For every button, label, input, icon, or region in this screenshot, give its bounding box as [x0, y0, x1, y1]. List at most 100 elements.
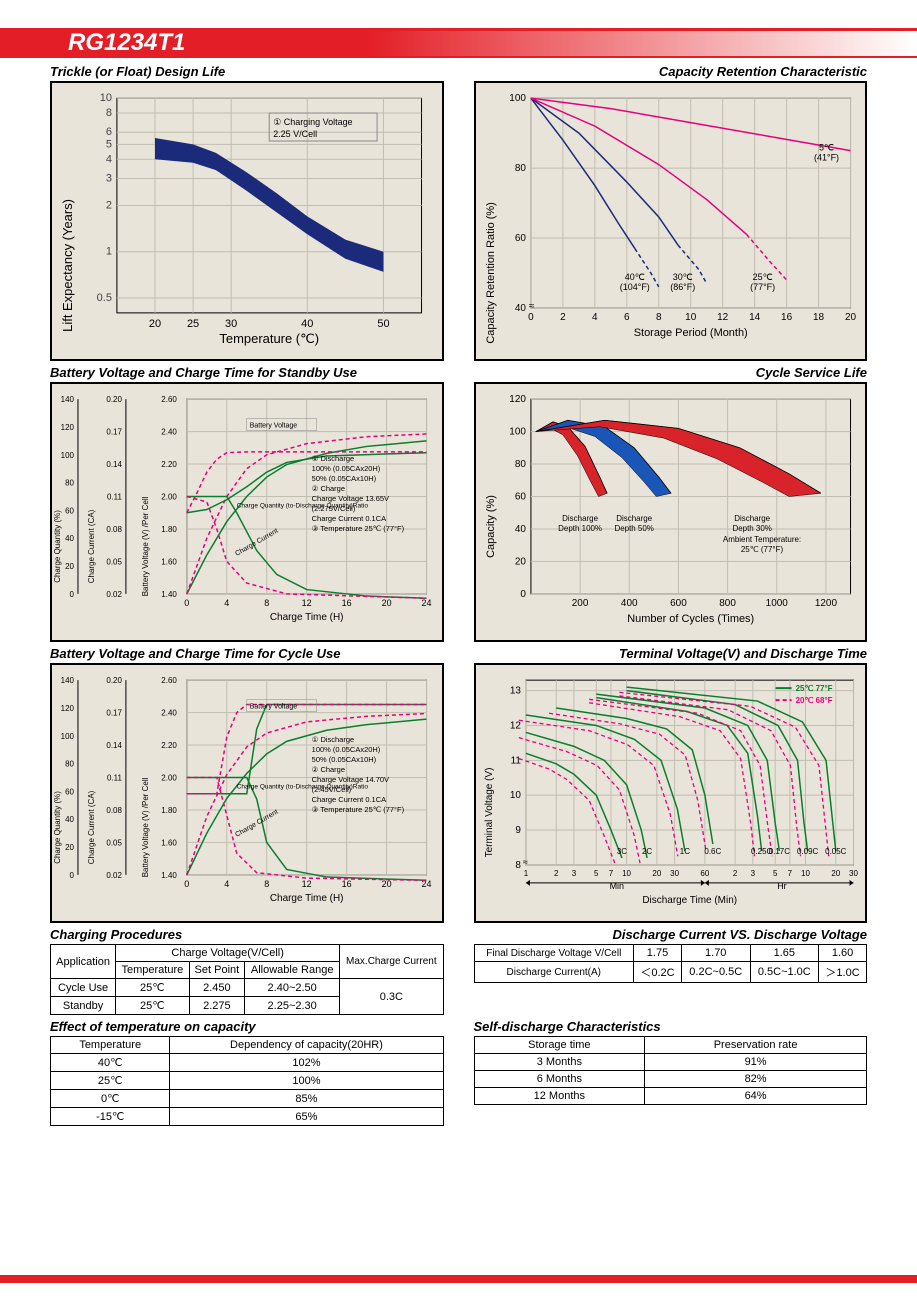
svg-text:30: 30 [670, 869, 679, 878]
svg-text:② Charge: ② Charge [312, 484, 345, 493]
svg-text:0.5: 0.5 [97, 292, 112, 304]
table-row: Final Discharge Voltage V/Cell 1.75 1.70… [474, 945, 867, 962]
svg-text:Temperature (℃): Temperature (℃) [219, 331, 319, 346]
svg-text:0.14: 0.14 [106, 460, 122, 469]
svg-text:200: 200 [571, 598, 588, 609]
table-row: 3 Months91% [474, 1054, 867, 1071]
svg-text:0: 0 [70, 871, 75, 880]
svg-text:(77°F): (77°F) [750, 282, 775, 292]
title-discharge-vs: Discharge Current VS. Discharge Voltage [474, 927, 868, 942]
svg-text:5: 5 [594, 869, 599, 878]
svg-text:Battery Voltage: Battery Voltage [250, 704, 297, 711]
th-charge-voltage: Charge Voltage(V/Cell) [116, 945, 340, 962]
header-bar: RG1234T1 [0, 28, 917, 58]
svg-text:100% (0.05CAx20H): 100% (0.05CAx20H) [312, 745, 381, 754]
svg-text:0.17: 0.17 [106, 428, 122, 437]
svg-text:800: 800 [719, 598, 736, 609]
chart-capacity-retention: 0246810121416182040608010040℃(104°F)30℃(… [474, 81, 868, 361]
svg-text:400: 400 [620, 598, 637, 609]
title-standby: Battery Voltage and Charge Time for Stan… [50, 365, 444, 380]
svg-text:100% (0.05CAx20H): 100% (0.05CAx20H) [312, 464, 381, 473]
svg-text:80: 80 [514, 459, 526, 470]
svg-text:Discharge: Discharge [562, 514, 598, 523]
svg-text:3: 3 [571, 869, 576, 878]
svg-text:8: 8 [515, 860, 521, 871]
svg-text:1.80: 1.80 [161, 525, 177, 534]
svg-text:40: 40 [301, 318, 313, 330]
svg-text:0: 0 [520, 589, 526, 600]
section-capacity-retention: Capacity Retention Characteristic 024681… [474, 64, 868, 361]
svg-text:30: 30 [225, 318, 237, 330]
svg-text:0.05C: 0.05C [825, 847, 847, 856]
th-temperature: Temperature [51, 1037, 170, 1054]
svg-text:1.60: 1.60 [161, 557, 177, 566]
svg-text:60: 60 [700, 869, 709, 878]
svg-text:4: 4 [224, 598, 229, 608]
table-row: Discharge Current(A) ＜0.2C 0.2C~0.5C 0.5… [474, 962, 867, 983]
svg-text:50% (0.05CAx10H): 50% (0.05CAx10H) [312, 755, 377, 764]
svg-text:Depth 100%: Depth 100% [558, 524, 602, 533]
svg-text:25℃ (77°F): 25℃ (77°F) [740, 545, 783, 554]
svg-text:140: 140 [61, 395, 75, 404]
svg-text:2.20: 2.20 [161, 741, 177, 750]
svg-text:60: 60 [514, 233, 526, 244]
svg-text:0.11: 0.11 [107, 493, 122, 502]
svg-text:0.05: 0.05 [106, 838, 122, 847]
title-cycle-life: Cycle Service Life [474, 365, 868, 380]
svg-text:12: 12 [717, 312, 729, 323]
svg-text:5: 5 [772, 869, 777, 878]
svg-text:3: 3 [750, 869, 755, 878]
svg-text:100: 100 [509, 93, 526, 104]
svg-text:Storage Period (Month): Storage Period (Month) [633, 327, 747, 339]
table-row: 12 Months64% [474, 1088, 867, 1105]
svg-text:25: 25 [187, 318, 199, 330]
svg-text:(41°F): (41°F) [814, 153, 839, 163]
th-discharge-current: Discharge Current(A) [474, 962, 634, 983]
svg-text:2.60: 2.60 [161, 395, 177, 404]
table-row: Cycle Use 25℃ 2.450 2.40~2.50 0.3C [51, 979, 444, 997]
svg-text:1: 1 [106, 246, 112, 258]
svg-text:2.40: 2.40 [161, 428, 177, 437]
svg-text:20: 20 [831, 869, 840, 878]
svg-text:140: 140 [61, 676, 75, 685]
svg-text:Depth 50%: Depth 50% [614, 524, 653, 533]
svg-text:≈: ≈ [522, 857, 527, 867]
svg-text:30: 30 [849, 869, 858, 878]
svg-text:5℃: 5℃ [819, 143, 834, 153]
svg-text:0.6C: 0.6C [704, 847, 721, 856]
svg-text:7: 7 [787, 869, 792, 878]
svg-text:Battery Voltage (V) /Per Cell: Battery Voltage (V) /Per Cell [141, 496, 150, 596]
svg-text:8: 8 [264, 879, 269, 889]
svg-text:0.02: 0.02 [106, 871, 122, 880]
svg-text:0.02: 0.02 [106, 590, 122, 599]
table-self-discharge: Storage time Preservation rate 3 Months9… [474, 1036, 868, 1105]
title-self-discharge: Self-discharge Characteristics [474, 1019, 868, 1034]
svg-text:Capacity (%): Capacity (%) [484, 495, 496, 558]
th-preservation: Preservation rate [645, 1037, 867, 1054]
svg-text:16: 16 [342, 879, 352, 889]
svg-text:0.09C: 0.09C [797, 847, 819, 856]
th-max-current: Max.Charge Current [340, 945, 443, 979]
svg-text:2: 2 [560, 312, 566, 323]
svg-text:2.00: 2.00 [161, 493, 177, 502]
table-discharge-vs: Final Discharge Voltage V/Cell 1.75 1.70… [474, 944, 868, 983]
svg-text:20: 20 [844, 312, 856, 323]
svg-text:3C: 3C [616, 847, 626, 856]
chart-cyclelife-svg: 20040060080010001200020406080100120Disch… [476, 384, 866, 640]
svg-text:1.60: 1.60 [161, 838, 177, 847]
svg-text:11: 11 [510, 755, 521, 766]
svg-text:0.17: 0.17 [106, 709, 122, 718]
section-self-discharge: Self-discharge Characteristics Storage t… [474, 1019, 868, 1126]
svg-text:120: 120 [61, 423, 75, 432]
svg-text:1C: 1C [679, 847, 689, 856]
svg-text:100: 100 [509, 427, 526, 438]
th-storage-time: Storage time [474, 1037, 645, 1054]
svg-text:1000: 1000 [765, 598, 788, 609]
svg-text:13: 13 [509, 686, 521, 697]
svg-text:8: 8 [655, 312, 661, 323]
th-allowable: Allowable Range [245, 962, 340, 979]
svg-text:(2.45V/Cell): (2.45V/Cell) [312, 785, 352, 794]
svg-text:10: 10 [100, 92, 112, 104]
svg-text:0.20: 0.20 [106, 676, 122, 685]
svg-text:(2.275V/Cell): (2.275V/Cell) [312, 504, 356, 513]
